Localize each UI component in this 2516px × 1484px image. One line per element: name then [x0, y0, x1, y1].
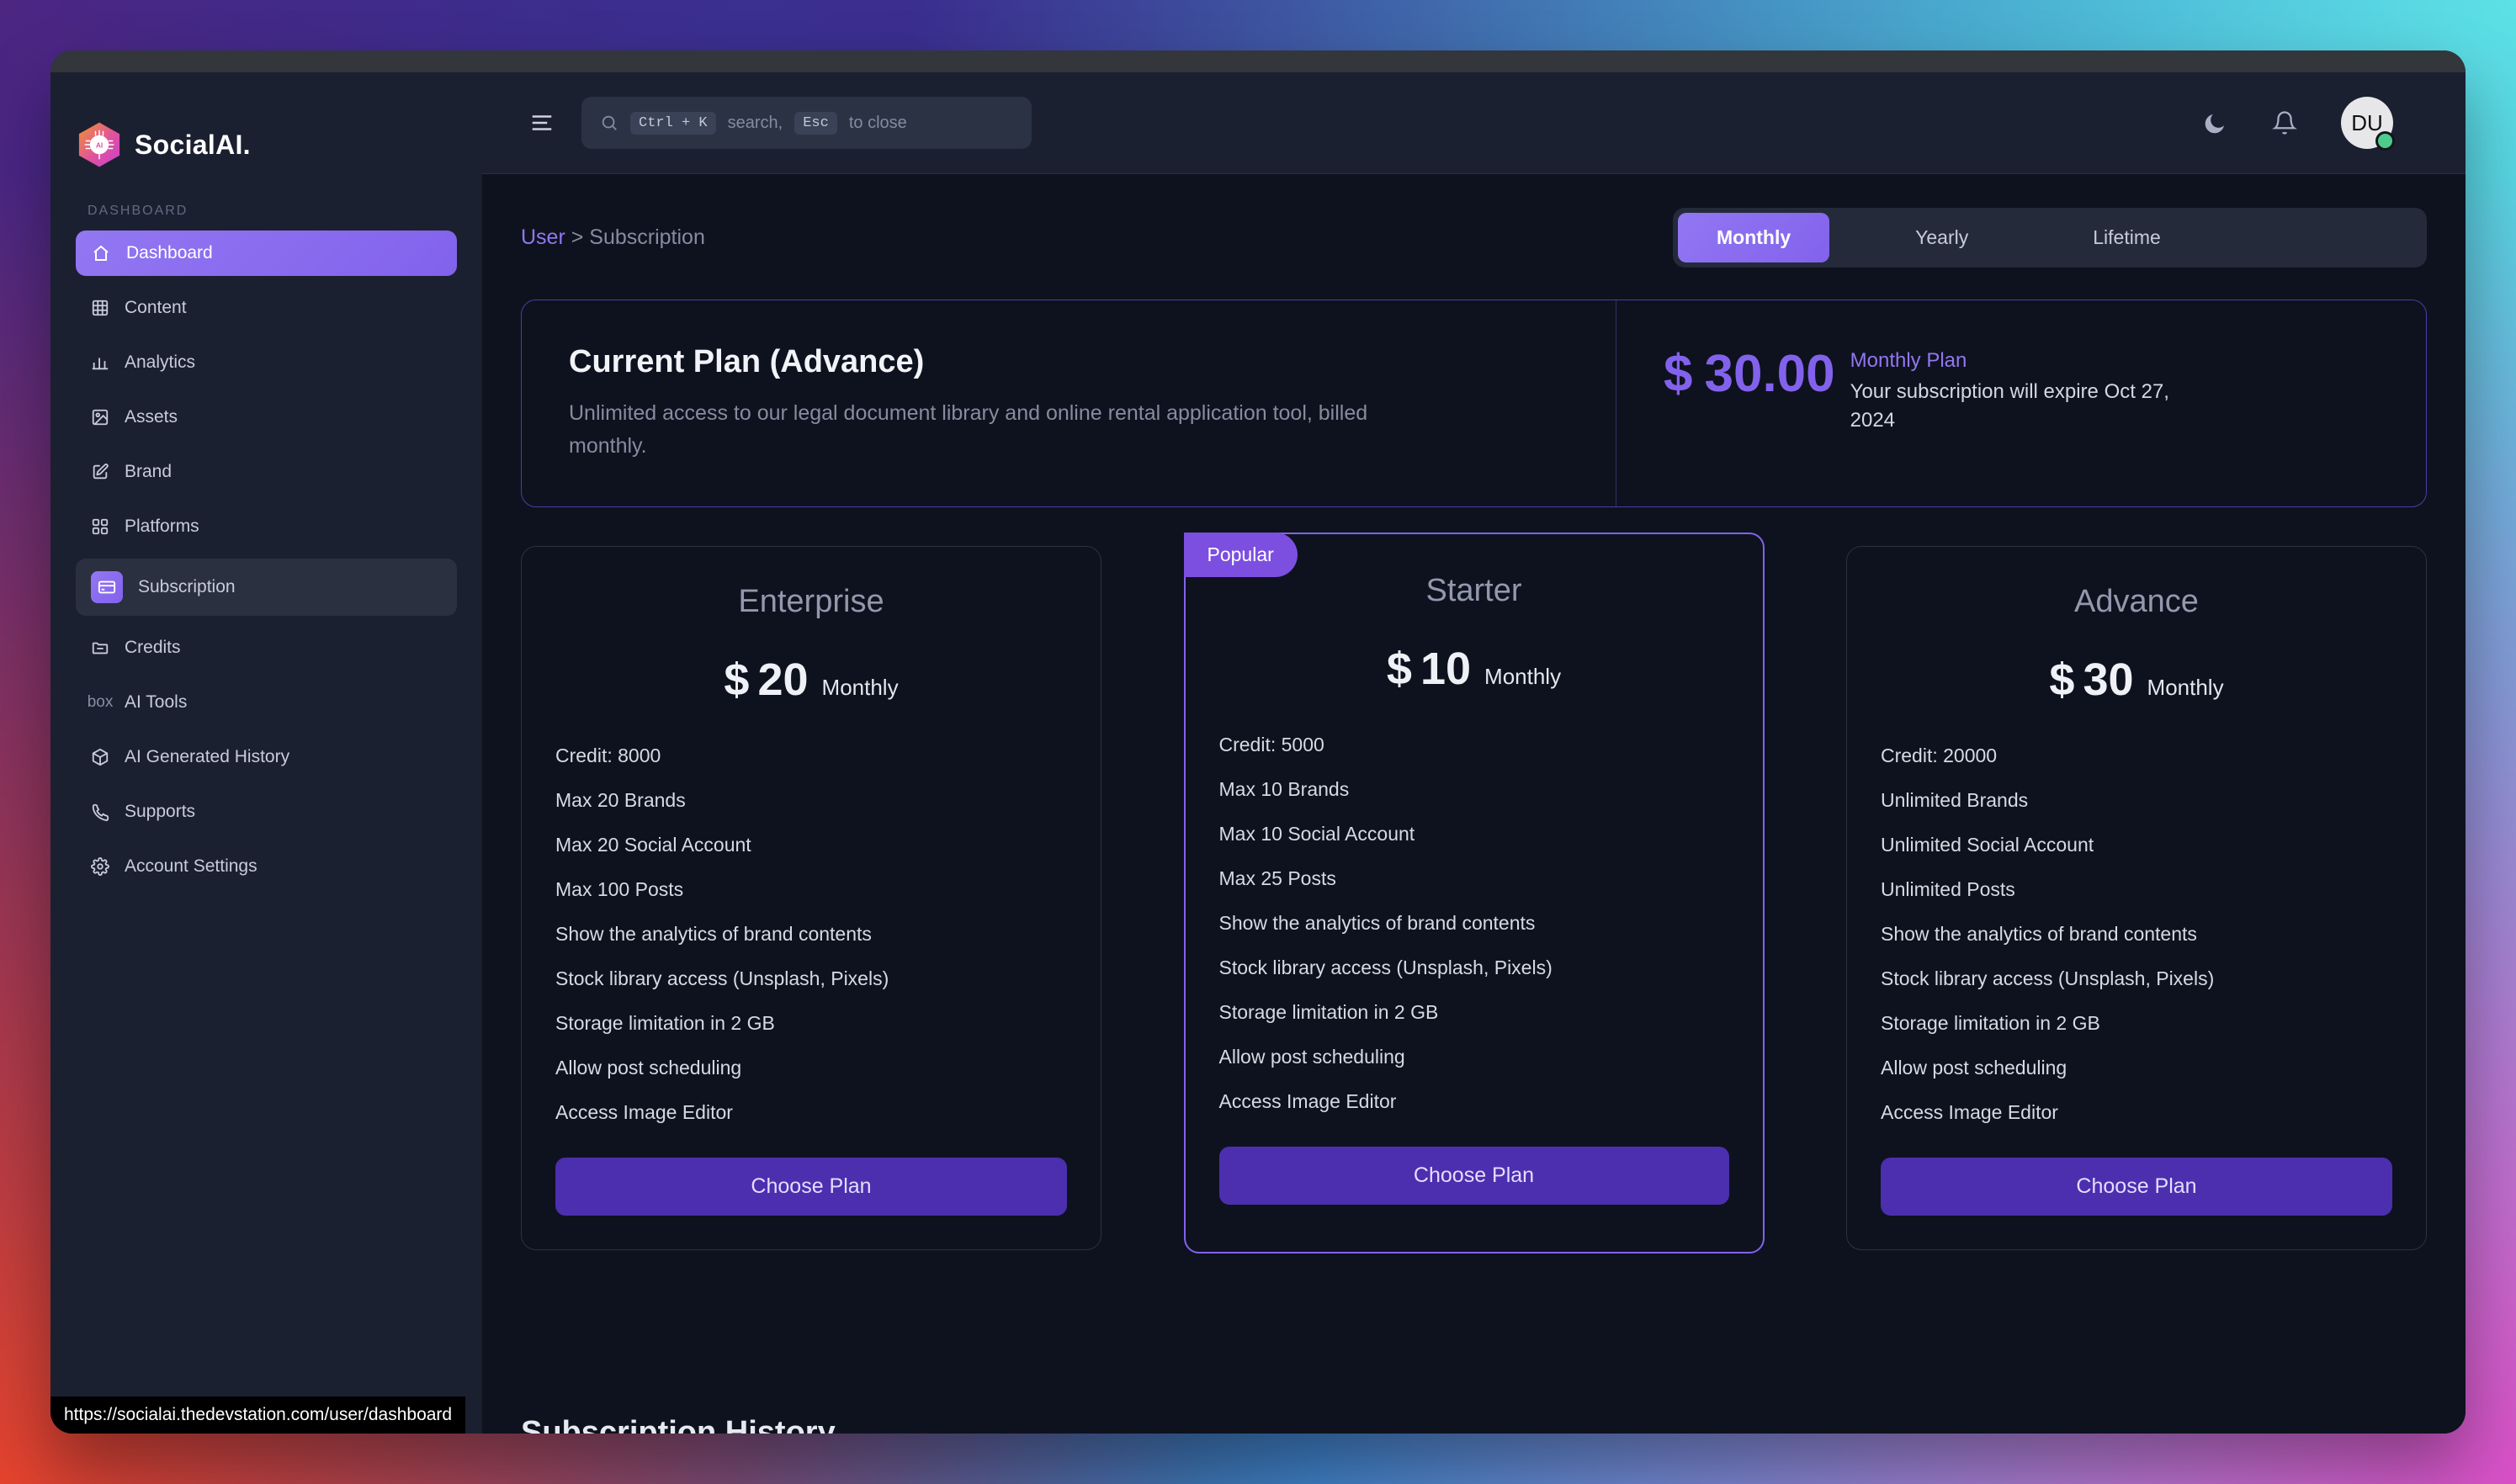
svg-text:AI: AI — [96, 140, 103, 149]
